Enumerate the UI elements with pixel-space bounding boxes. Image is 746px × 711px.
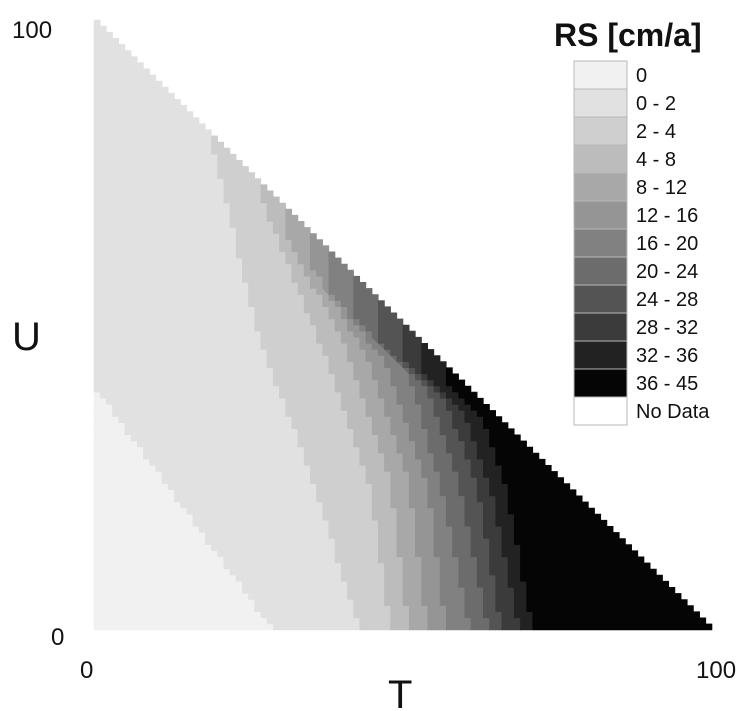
- legend-label-0-2: 0 - 2: [636, 93, 676, 115]
- legend-swatch-2-4: [573, 116, 628, 146]
- legend-swatch-24-28: [573, 284, 628, 314]
- legend-swatch-36-45: [573, 368, 628, 398]
- legend-label-4-8: 4 - 8: [636, 149, 676, 171]
- y-tick-label-top: 100: [12, 17, 52, 44]
- legend-swatch-16-20: [573, 228, 628, 258]
- legend-label-12-16: 12 - 16: [636, 205, 698, 227]
- legend-label-no-data: No Data: [636, 401, 710, 423]
- legend-swatch-0: [573, 60, 628, 90]
- legend-label-36-45: 36 - 45: [636, 373, 698, 395]
- x-tick-label-left: 0: [80, 657, 93, 684]
- legend-swatch-20-24: [573, 256, 628, 286]
- plot-area: [93, 19, 713, 631]
- legend: RS [cm/a] 0 0 - 2 2 - 4 4 - 8 8 - 12 12 - 16 1…: [554, 17, 710, 426]
- x-axis-title: T: [388, 673, 412, 711]
- y-tick-label-bottom: 0: [51, 624, 64, 651]
- legend-label-2-4: 2 - 4: [636, 121, 676, 143]
- legend-swatch-28-32: [573, 312, 628, 342]
- legend-label-32-36: 32 - 36: [636, 345, 698, 367]
- legend-label-28-32: 28 - 32: [636, 317, 698, 339]
- legend-swatch-12-16: [573, 200, 628, 230]
- legend-swatch-0-2: [573, 88, 628, 118]
- legend-swatch-no-data: [573, 396, 628, 426]
- legend-swatch-8-12: [573, 172, 628, 202]
- x-tick-label-right: 100: [696, 657, 736, 684]
- axes: 100 0 0 100 U T: [12, 17, 736, 711]
- region-36-45: [445, 367, 713, 631]
- legend-swatch-4-8: [573, 144, 628, 174]
- legend-label-16-20: 16 - 20: [636, 233, 698, 255]
- legend-swatch-32-36: [573, 340, 628, 370]
- legend-label-0: 0: [636, 65, 647, 87]
- legend-label-24-28: 24 - 28: [636, 289, 698, 311]
- legend-label-20-24: 20 - 24: [636, 261, 698, 283]
- legend-title: RS [cm/a]: [554, 17, 702, 53]
- legend-label-8-12: 8 - 12: [636, 177, 687, 199]
- y-axis-title: U: [12, 315, 41, 359]
